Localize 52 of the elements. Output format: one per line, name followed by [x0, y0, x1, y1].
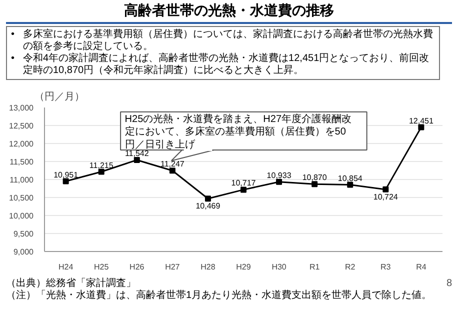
y-axis-title: （円／月） — [34, 92, 84, 102]
x-tick-label: R3 — [380, 262, 392, 272]
text: • — [11, 29, 16, 42]
point — [169, 168, 176, 174]
y-tick-label: 13,000 — [9, 104, 34, 112]
data-label: 10,724 — [373, 192, 398, 202]
point — [98, 168, 104, 175]
point — [276, 178, 282, 185]
data-label: 11,542 — [124, 148, 150, 158]
x-tick-label: H24 — [58, 262, 74, 272]
data-label: 10,717 — [231, 178, 256, 188]
data-label: 11,215 — [89, 160, 114, 170]
data-label: 10,854 — [338, 174, 363, 183]
data-label: 10,469 — [196, 202, 221, 211]
text: 多床室における基準費用額（居住費）については、家計調査における高齢者世帯の光熱水費の額を参考に設定している。 — [23, 29, 434, 52]
y-tick-label: 9,500 — [13, 230, 34, 238]
data-label: 10,951 — [54, 170, 79, 180]
x-tick-label: H28 — [200, 262, 216, 272]
data-label: 12,451 — [408, 116, 434, 126]
y-tick-label: 9,000 — [13, 248, 34, 256]
y-tick-label: 11,000 — [10, 176, 34, 184]
x-tick-label: R4 — [416, 262, 427, 272]
annotation: H25の光熱・水道費を踏まえ、H27年度介護報酬改定において、多床室の基準費用額（居住費）を50円／日引き上げ — [124, 112, 352, 150]
y-tick-label: 11,500 — [10, 158, 34, 166]
point — [240, 186, 246, 193]
text: 8 — [446, 278, 452, 291]
x-tick-label: H29 — [236, 262, 252, 272]
x-tick-label: R1 — [309, 262, 320, 272]
text: • — [11, 53, 16, 66]
point — [382, 186, 389, 192]
data-label: 10,933 — [266, 170, 292, 180]
x-tick-label: H27 — [165, 262, 180, 272]
point — [204, 196, 211, 202]
data-label: 11,247 — [160, 160, 185, 169]
x-tick-label: H25 — [94, 262, 110, 272]
x-tick-label: H26 — [130, 262, 145, 272]
y-tick-label: 10,500 — [9, 194, 34, 202]
text: （注）「光熱・水道費」は、高齢者世帯1月あたり光熱・水道費支出額を世帯人員で除した値。 — [6, 290, 432, 301]
point — [347, 182, 354, 188]
point — [312, 181, 318, 188]
x-tick-label: R2 — [344, 262, 356, 272]
data-label: 10,870 — [302, 173, 328, 182]
x-tick-label: H30 — [272, 262, 287, 272]
y-tick-label: 12,500 — [9, 122, 34, 130]
point — [62, 178, 69, 184]
point — [418, 124, 424, 130]
y-tick-label: 12,000 — [9, 140, 34, 148]
text: （出典）総務省「家計調査」 — [6, 278, 136, 289]
text: 令和4年の家計調査によれば、高齢者世帯の光熱・水道費は12,451円となっており、前回改定時の10,870円（令和元年家計調査）に比べると大きく上昇。 — [23, 53, 430, 77]
chart-title: 高齢者世帯の光熱・水道費の推移 — [6, 0, 452, 24]
y-tick-label: 10,000 — [9, 212, 34, 220]
point — [134, 156, 140, 163]
